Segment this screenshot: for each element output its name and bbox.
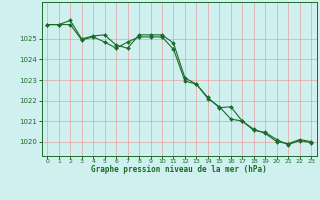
X-axis label: Graphe pression niveau de la mer (hPa): Graphe pression niveau de la mer (hPa) — [91, 165, 267, 174]
